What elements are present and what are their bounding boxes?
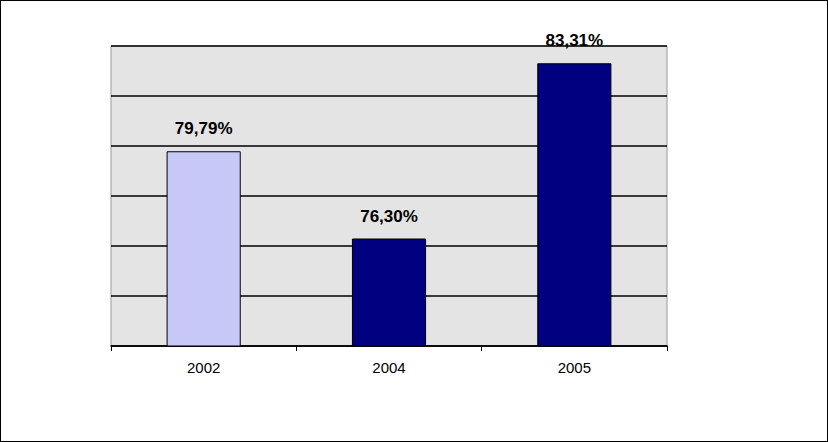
svg-text:79,79%: 79,79% [175, 119, 233, 138]
svg-text:2004: 2004 [372, 359, 405, 376]
svg-text:76,30%: 76,30% [360, 207, 418, 226]
svg-text:2005: 2005 [558, 359, 591, 376]
svg-text:83,31%: 83,31% [545, 31, 603, 50]
svg-text:2002: 2002 [187, 359, 220, 376]
